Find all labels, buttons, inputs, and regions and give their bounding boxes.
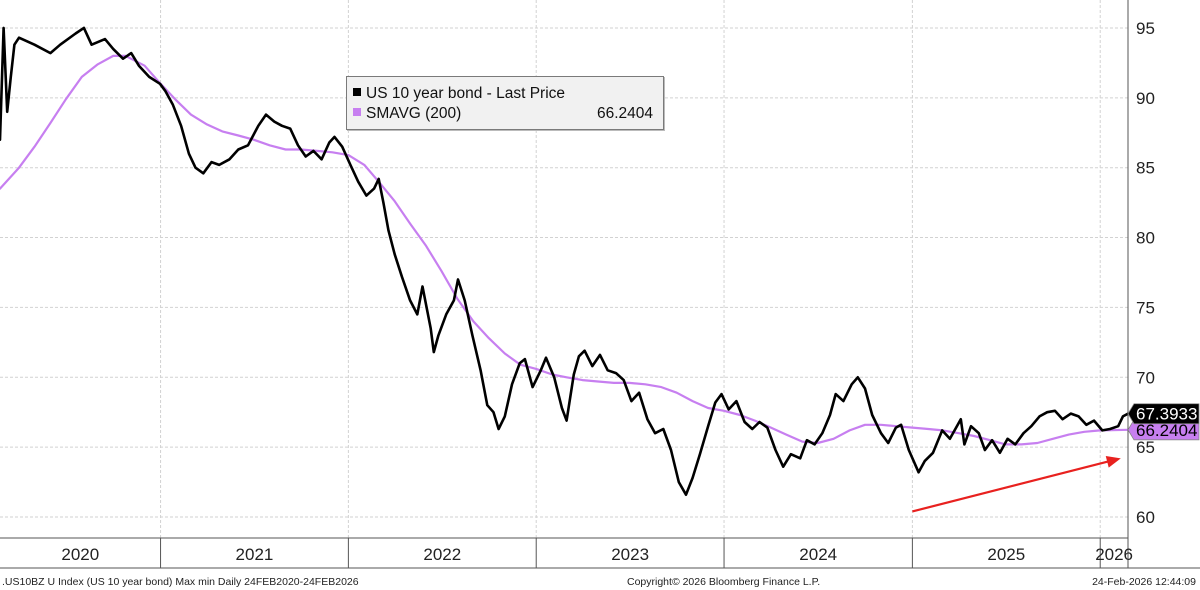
smavg-value-tag-text: 66.2404: [1136, 421, 1197, 440]
footer-index-description: .US10BZ U Index (US 10 year bond) Max mi…: [2, 576, 359, 588]
series-line-smavg: [0, 54, 1130, 446]
legend: US 10 year bond - Last Price SMAVG (200)…: [346, 76, 664, 130]
year-label-2025: 2025: [987, 545, 1025, 564]
grid-lines: [0, 0, 1128, 538]
legend-item-smavg: SMAVG (200) 66.2404: [353, 105, 653, 125]
year-label-2026: 2026: [1095, 545, 1133, 564]
smavg-value-tag: 66.2404: [1127, 419, 1200, 441]
y-tick-label-65: 65: [1136, 438, 1155, 457]
legend-item-last-price: US 10 year bond - Last Price: [353, 85, 565, 105]
y-tick-label-60: 60: [1136, 508, 1155, 527]
year-label-2022: 2022: [423, 545, 461, 564]
legend-value-smavg: 66.2404: [596, 105, 653, 122]
year-label-2023: 2023: [611, 545, 649, 564]
legend-swatch-last-price: [353, 88, 361, 96]
legend-label-smavg: SMAVG (200): [366, 105, 462, 122]
trend-arrow-shaft: [912, 459, 1114, 513]
year-label-2020: 2020: [61, 545, 99, 564]
year-label-2021: 2021: [236, 545, 274, 564]
footer-copyright: Copyright© 2026 Bloomberg Finance L.P.: [627, 576, 821, 588]
legend-swatch-smavg: [353, 108, 361, 116]
series-layer: [0, 26, 1130, 496]
annotation-layer: [912, 455, 1121, 513]
year-label-2024: 2024: [799, 545, 837, 564]
last-price-value-tag: 67.3933: [1127, 403, 1200, 425]
trend-arrow-head: [1105, 455, 1121, 468]
footer-timestamp: 24-Feb-2026 12:44:09: [1092, 576, 1196, 588]
last-price-value-tag-text: 67.3933: [1136, 405, 1197, 424]
y-tick-label-85: 85: [1136, 159, 1155, 178]
y-tick-label-95: 95: [1136, 19, 1155, 38]
y-tick-label-75: 75: [1136, 298, 1155, 317]
x-axis: 2020 2021 2022 2023 2024 2025 2026: [0, 537, 1200, 569]
y-tick-label-80: 80: [1136, 229, 1155, 248]
last-price-value-tag-box: [1127, 403, 1200, 425]
legend-label-last-price: US 10 year bond - Last Price: [366, 85, 566, 102]
series-line-last-price: [0, 26, 1130, 496]
y-tick-label-70: 70: [1136, 368, 1155, 387]
y-tick-label-90: 90: [1136, 89, 1155, 108]
